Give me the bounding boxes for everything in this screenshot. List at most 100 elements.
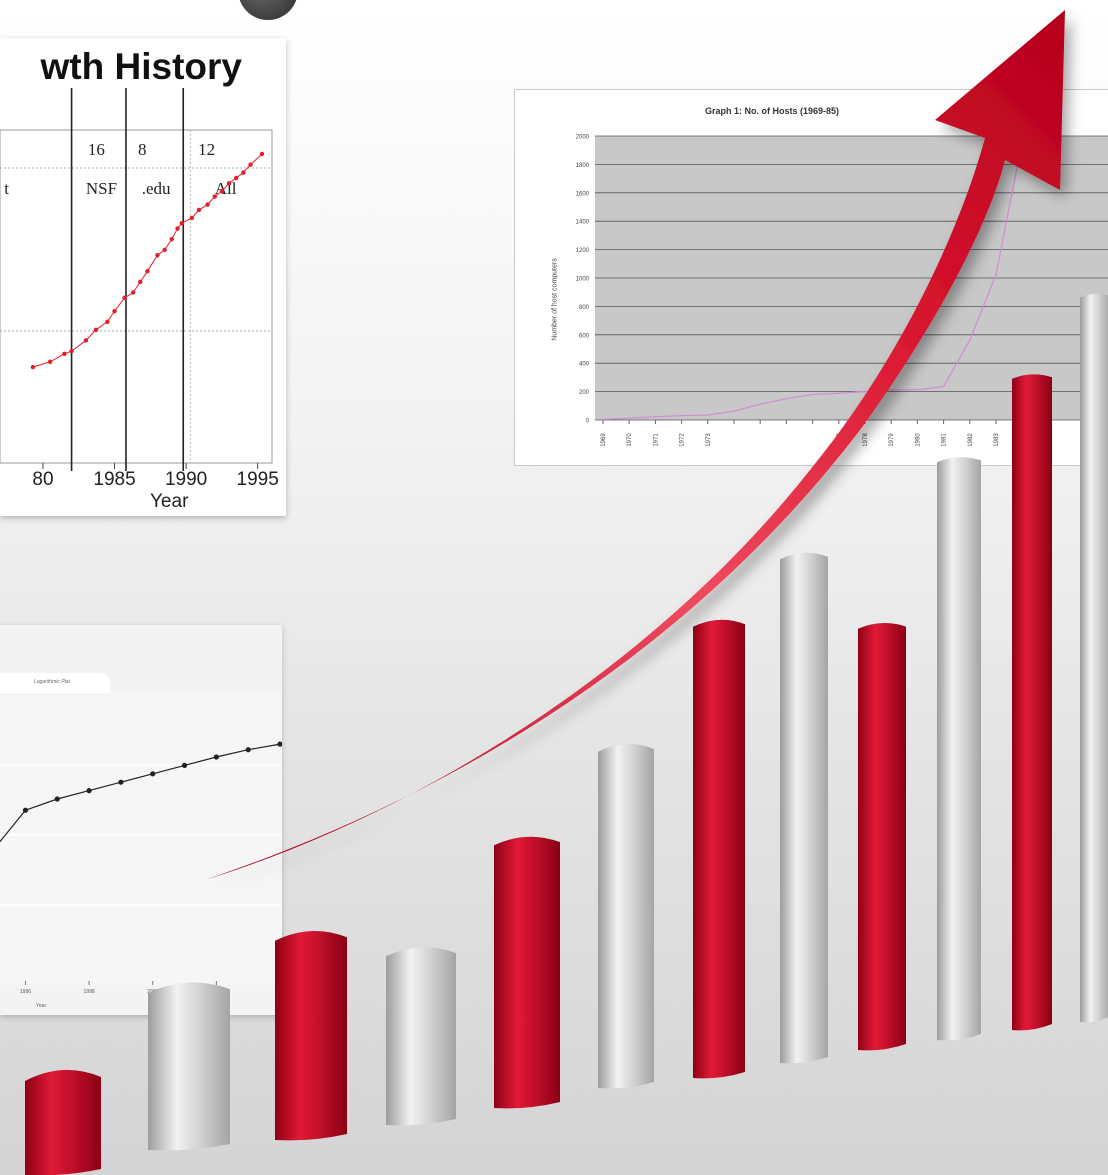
growth-point — [169, 237, 174, 242]
y-tick-label: 2000 — [576, 135, 590, 141]
x-tick-label: 20 — [277, 989, 282, 995]
x-tick-label: 1972 — [680, 433, 686, 447]
x-tick-label: 1973 — [706, 433, 712, 447]
hosts-point — [759, 403, 762, 406]
x-tick-label: 1996 — [20, 989, 31, 995]
growth-point — [130, 290, 136, 295]
growth-point — [69, 348, 74, 354]
bar — [386, 947, 456, 1126]
growth-point — [189, 215, 195, 221]
log-point — [245, 747, 251, 753]
hosts-point — [628, 417, 631, 420]
hosts-point — [654, 415, 657, 418]
growth-point — [47, 359, 53, 364]
hosts-plot: 2000180016001400120010008006004002000196… — [576, 135, 1108, 447]
hosts-point — [916, 388, 919, 391]
x-tick-label: 1985 — [93, 469, 135, 490]
x-tick-label: 1998 — [84, 989, 95, 995]
growth-point — [234, 175, 239, 181]
growth-history-title: wth History — [40, 46, 242, 87]
x-tick-label: 1983 — [994, 433, 1000, 447]
growth-point — [30, 364, 36, 370]
growth-point — [226, 181, 232, 186]
growth-point — [145, 268, 150, 274]
x-tick-label: 1982 — [968, 433, 974, 447]
x-tick-label: 1969 — [601, 433, 607, 447]
x-tick-label: 1977 — [837, 433, 843, 447]
growth-point — [162, 247, 167, 253]
y-tick-label: 1800 — [576, 163, 590, 169]
x-tick-label: 2000 — [147, 989, 158, 995]
y-tick-label: 800 — [579, 305, 590, 311]
era-count: 16 — [88, 140, 105, 159]
growth-point — [205, 202, 210, 207]
log-point — [86, 788, 92, 794]
log-plot-xlabel: Year — [36, 1003, 47, 1009]
y-tick-label: 1600 — [576, 191, 590, 197]
x-tick-label: 1979 — [889, 433, 895, 447]
x-tick-label: 1971 — [653, 433, 659, 447]
bar — [937, 457, 981, 1041]
growth-point — [196, 207, 202, 213]
bar — [693, 619, 745, 1079]
bar — [858, 623, 906, 1051]
log-point — [213, 754, 219, 760]
growth-history-panel: 16 8 12 t NSF .edu All 80 1985 1990 1995 wth Histo… — [0, 38, 286, 516]
era-label: .edu — [142, 179, 171, 198]
hosts-point — [995, 273, 997, 276]
growth-point — [105, 319, 110, 325]
era-count: 8 — [138, 140, 147, 159]
log-plot-tab-label: Logarithmic Plot — [34, 679, 70, 685]
growth-point — [175, 226, 180, 231]
x-tick-label: 2002 — [211, 989, 222, 995]
y-tick-label: 1200 — [576, 248, 590, 254]
bar — [275, 931, 347, 1141]
x-tick-label: 1990 — [165, 469, 207, 490]
hosts-point — [837, 392, 840, 395]
hosts-point — [864, 390, 866, 393]
hosts-point — [1021, 140, 1024, 143]
hosts-point — [811, 393, 814, 396]
growth-point — [212, 194, 217, 199]
y-tick-label: 1400 — [576, 220, 590, 226]
y-tick-label: 600 — [579, 333, 590, 339]
hosts-point — [706, 414, 709, 416]
log-point — [22, 807, 29, 813]
growth-point — [179, 221, 185, 226]
growth-point — [112, 308, 117, 314]
plot-area — [0, 693, 282, 985]
x-tick-label: 1978 — [863, 433, 869, 447]
hosts-panel: Graph 1: No. of Hosts (1969-85) Number o… — [514, 89, 1108, 466]
growth-point — [241, 170, 246, 175]
x-tick-label: 80 — [32, 469, 53, 490]
hosts-point — [890, 388, 893, 391]
hosts-point — [602, 418, 604, 421]
log-plot-panel: 1996 1998 2000 2002 20 Logarithmic Plot Year — [0, 625, 282, 1015]
growth-point — [62, 351, 67, 356]
growth-history-xlabel: Year — [150, 491, 189, 512]
x-tick-label: 1980 — [915, 433, 921, 447]
growth-point — [83, 338, 89, 343]
y-tick-label: 0 — [586, 419, 590, 425]
bar — [25, 1069, 101, 1175]
y-tick-label: 1000 — [576, 277, 590, 283]
growth-point — [93, 327, 99, 332]
era-count: 12 — [198, 140, 215, 159]
growth-point — [138, 279, 143, 285]
hosts-point — [968, 339, 971, 342]
era-label: t — [4, 179, 9, 198]
growth-point — [219, 189, 225, 194]
log-point — [118, 779, 124, 785]
era-label: NSF — [86, 179, 117, 198]
growth-point — [259, 151, 265, 157]
bar — [598, 744, 654, 1089]
era-label: All — [215, 179, 237, 198]
y-tick-label: 400 — [579, 362, 590, 368]
log-plot-tab: Logarithmic Plot — [0, 673, 110, 693]
x-tick-label: 1970 — [627, 433, 633, 447]
hosts-point — [733, 410, 735, 413]
growth-point — [248, 162, 253, 167]
y-tick-label: 200 — [579, 390, 590, 396]
growth-point — [155, 253, 160, 258]
bar — [1012, 374, 1052, 1031]
